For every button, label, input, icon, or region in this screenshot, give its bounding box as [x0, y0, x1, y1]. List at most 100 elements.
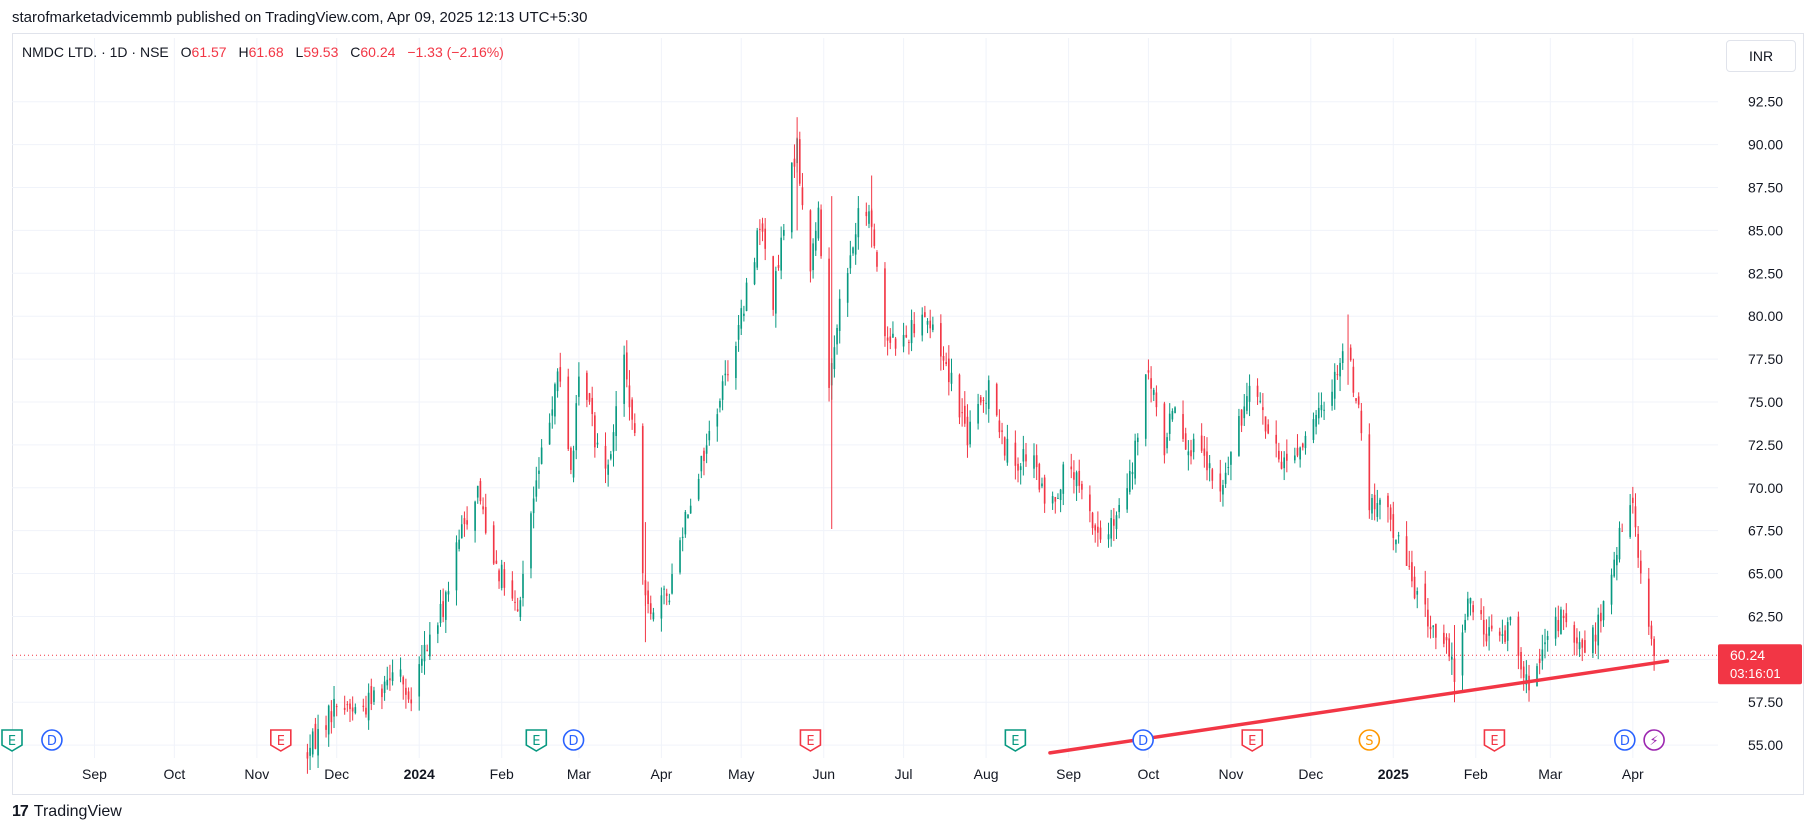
- candle-body: [1293, 455, 1296, 461]
- tradingview-mark-icon: 17: [12, 803, 29, 820]
- candle-body: [1647, 578, 1650, 627]
- candle-body: [884, 268, 886, 337]
- candle-body: [1224, 472, 1227, 484]
- candle-body: [932, 324, 934, 330]
- event-marker-letter: ⚡: [1650, 734, 1659, 749]
- price-tick-label: 55.00: [1748, 737, 1783, 753]
- candle-body: [429, 634, 431, 657]
- candle-body: [1166, 437, 1168, 449]
- candle-body: [586, 372, 588, 400]
- candle-body: [1597, 614, 1600, 646]
- symbol-name[interactable]: NMDC LTD. · 1D · NSE: [22, 44, 169, 60]
- candle-body: [554, 384, 556, 417]
- price-badge-value: 60.24: [1730, 647, 1765, 663]
- candle-body: [1163, 403, 1166, 456]
- candle-body: [987, 380, 990, 409]
- price-tick-label: 82.50: [1748, 265, 1783, 281]
- chart-frame[interactable]: [12, 33, 1804, 795]
- candle-body: [1094, 525, 1097, 531]
- candle-body: [439, 603, 442, 624]
- candle-body: [1286, 453, 1288, 461]
- candle-body: [1312, 419, 1315, 440]
- time-tick-label: Oct: [1138, 766, 1160, 782]
- time-tick-label: Sep: [1056, 766, 1081, 782]
- high-label: H: [238, 44, 249, 60]
- candle-body: [727, 374, 729, 376]
- candle-body: [1618, 527, 1621, 560]
- candle-body: [1006, 438, 1009, 463]
- tradingview-logo[interactable]: 17 TradingView: [12, 803, 122, 821]
- candle-body: [1097, 526, 1099, 533]
- change-value: −1.33 (−2.16%): [407, 44, 504, 60]
- candle-body: [370, 686, 373, 704]
- event-markers: E D E E D E E D E S E D ⚡: [1, 729, 1665, 752]
- candle-body: [1621, 530, 1623, 532]
- candle-body: [612, 432, 615, 452]
- candle-body: [615, 406, 617, 437]
- earnings-marker-icon: [799, 729, 822, 752]
- candle-body: [309, 747, 311, 756]
- candle-body: [1482, 619, 1485, 635]
- candle-body: [948, 358, 950, 383]
- candle-body: [1488, 627, 1490, 636]
- candle-body: [522, 573, 524, 599]
- candle-body: [926, 320, 929, 325]
- symbol-legend[interactable]: NMDC LTD. · 1D · NSE O61.57 H61.68 L59.5…: [22, 44, 504, 60]
- price-badge: [1718, 644, 1802, 685]
- candle-body: [761, 223, 764, 232]
- candle-body: [399, 669, 402, 677]
- candle-body: [979, 397, 982, 403]
- candle-body: [902, 334, 905, 347]
- candle-body: [1059, 489, 1062, 501]
- candle-body: [1355, 398, 1357, 401]
- price-tick-label: 70.00: [1748, 480, 1783, 496]
- event-marker-letter: E: [1011, 734, 1019, 749]
- candle-body: [1051, 496, 1054, 504]
- candle-body: [1429, 626, 1432, 630]
- event-marker-letter: D: [1138, 734, 1148, 749]
- open-label: O: [180, 44, 192, 60]
- candle-body: [1413, 576, 1416, 599]
- candle-body: [995, 384, 998, 416]
- candle-body: [977, 403, 979, 424]
- candle-body: [1427, 609, 1429, 627]
- candle-body: [410, 699, 413, 704]
- candle-body: [1025, 454, 1027, 462]
- time-tick-label: Nov: [244, 766, 269, 782]
- candle-body: [1206, 451, 1208, 471]
- candle-body: [1070, 466, 1073, 470]
- currency-selector[interactable]: INR: [1726, 40, 1796, 72]
- candle-body: [663, 588, 665, 590]
- candle-body: [1275, 434, 1278, 444]
- candle-body: [484, 506, 487, 533]
- candle-body: [1182, 414, 1184, 439]
- candle-body: [735, 345, 737, 379]
- candle-body: [1405, 536, 1408, 566]
- candle-body: [551, 409, 554, 416]
- candle-body: [1301, 443, 1304, 448]
- candle-body: [1650, 625, 1653, 639]
- candle-body: [591, 397, 594, 415]
- candle-body: [1110, 518, 1113, 539]
- candle-body: [894, 338, 897, 349]
- candle-body: [1131, 471, 1134, 475]
- candle-body: [458, 539, 460, 549]
- candle-body: [1408, 565, 1411, 567]
- candle-body: [958, 374, 961, 418]
- candle-body: [1616, 554, 1618, 566]
- time-tick-label: Feb: [1464, 766, 1488, 782]
- candle-body: [1387, 495, 1389, 508]
- time-tick-label: Mar: [1538, 766, 1562, 782]
- candle-body: [1304, 435, 1307, 449]
- candle-body: [1592, 627, 1594, 654]
- candle-body: [740, 308, 743, 329]
- candle-body: [511, 580, 514, 599]
- tradingview-brand: TradingView: [33, 803, 122, 820]
- earnings-marker-icon: [1004, 729, 1027, 752]
- candle-body: [335, 706, 338, 708]
- candle-body: [578, 376, 580, 397]
- candle-body: [1001, 430, 1003, 432]
- candle-body: [405, 687, 407, 695]
- candle-body: [1174, 407, 1176, 414]
